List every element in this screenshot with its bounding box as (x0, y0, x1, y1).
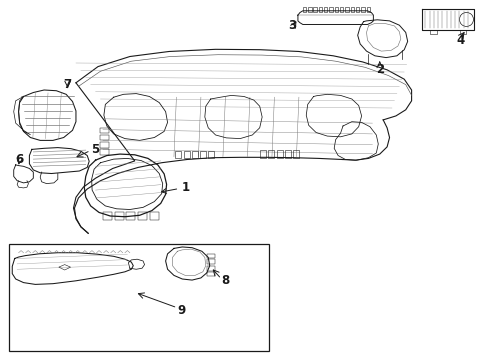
Bar (9, 244, 269, 351)
Text: 1: 1 (162, 181, 190, 194)
Text: 9: 9 (177, 304, 185, 317)
Text: 3: 3 (289, 19, 296, 32)
Text: 2: 2 (376, 63, 384, 76)
Text: 4: 4 (457, 34, 465, 47)
Text: 7: 7 (64, 78, 72, 91)
Text: 8: 8 (221, 274, 229, 287)
Text: 5: 5 (92, 143, 99, 156)
Text: 6: 6 (16, 153, 24, 166)
